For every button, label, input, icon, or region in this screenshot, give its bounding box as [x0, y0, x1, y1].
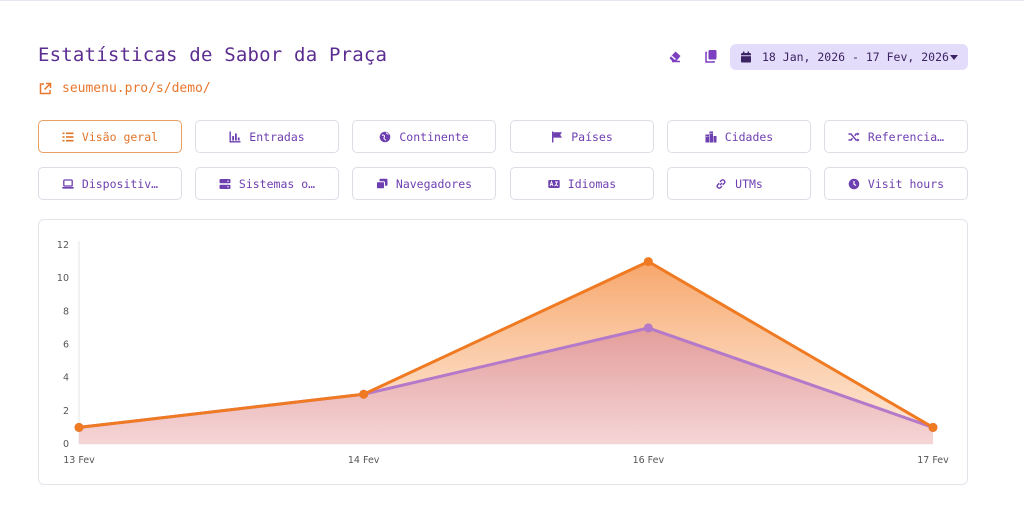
- copy-icon: [705, 50, 717, 63]
- series-orange-point[interactable]: [359, 389, 369, 399]
- tab-paises[interactable]: Países: [510, 120, 654, 153]
- language-icon: [548, 179, 560, 188]
- y-tick-label: 8: [63, 306, 69, 317]
- y-tick-label: 12: [57, 240, 69, 251]
- bar-chart-icon: [229, 131, 241, 142]
- calendar-icon: [741, 51, 751, 63]
- link-icon: [716, 178, 726, 189]
- area-chart: 0 2 4 6 8 10 12 13 Fev 14 Fev 16 Fev 17 Fev: [57, 240, 949, 466]
- series-orange-line: [78, 260, 934, 429]
- tab-visit-hours[interactable]: Visit hours: [824, 167, 968, 200]
- copy-button[interactable]: [702, 47, 720, 65]
- tab-navegadores[interactable]: Navegadores: [352, 167, 496, 200]
- y-tick-label: 4: [63, 373, 69, 384]
- tab-label: Referencia…: [867, 129, 945, 144]
- laptop-icon: [62, 178, 74, 189]
- tab-label: Visit hours: [867, 176, 945, 191]
- y-tick-label: 10: [57, 273, 69, 284]
- series-purple-area: [79, 327, 933, 444]
- series-orange-point[interactable]: [643, 257, 653, 267]
- tab-continente[interactable]: Continente: [352, 120, 496, 153]
- flag-icon: [552, 131, 563, 142]
- x-tick-label: 13 Fev: [63, 455, 95, 466]
- tab-visao-geral[interactable]: Visão geral: [38, 120, 182, 153]
- tab-referencias[interactable]: Referencia…: [824, 120, 968, 153]
- eraser-icon: [669, 51, 681, 63]
- list-icon: [62, 132, 74, 141]
- tab-label: Idiomas: [567, 176, 617, 191]
- tab-label: Sistemas o…: [238, 176, 316, 191]
- tab-entradas[interactable]: Entradas: [195, 120, 339, 153]
- page-title: Estatísticas de Sabor da Praça: [38, 44, 388, 66]
- tab-label: Visão geral: [81, 129, 159, 144]
- top-divider: [0, 0, 1024, 1]
- tab-cidades[interactable]: Cidades: [667, 120, 811, 153]
- series-purple-point[interactable]: [643, 323, 653, 333]
- clock-icon: [848, 178, 860, 189]
- date-range-text: 18 Jan, 2026 - 17 Fev, 2026: [762, 50, 949, 64]
- public-link[interactable]: seumenu.pro/s/demo/: [38, 81, 211, 96]
- tab-label: Entradas: [249, 129, 305, 144]
- public-link-text: seumenu.pro/s/demo/: [62, 81, 211, 96]
- tab-label: Navegadores: [395, 176, 473, 191]
- tab-dispositivos[interactable]: Dispositiv…: [38, 167, 182, 200]
- date-range-picker[interactable]: 18 Jan, 2026 - 17 Fev, 2026: [730, 44, 968, 70]
- chart-panel: 0 2 4 6 8 10 12 13 Fev 14 Fev 16 Fev 17 Fev: [38, 219, 968, 485]
- external-link-icon: [39, 82, 52, 94]
- tab-label: Continente: [399, 129, 469, 144]
- x-tick-label: 14 Fev: [348, 455, 380, 466]
- series-orange-point[interactable]: [74, 422, 84, 432]
- x-tick-label: 16 Fev: [633, 455, 665, 466]
- tab-label: Países: [571, 129, 613, 144]
- tab-idiomas[interactable]: Idiomas: [510, 167, 654, 200]
- chevron-down-icon: [950, 54, 958, 60]
- server-icon: [219, 178, 231, 189]
- y-tick-label: 2: [63, 406, 69, 417]
- y-tick-label: 6: [63, 340, 69, 351]
- x-tick-label: 17 Fev: [917, 455, 949, 466]
- tab-sistemas-operacionais[interactable]: Sistemas o…: [195, 167, 339, 200]
- windows-icon: [375, 178, 388, 189]
- tab-label: Dispositiv…: [81, 176, 159, 191]
- globe-icon: [380, 131, 391, 142]
- shuffle-icon: [848, 131, 860, 142]
- reset-button[interactable]: [666, 47, 684, 65]
- y-tick-label: 0: [63, 439, 69, 450]
- tab-utms[interactable]: UTMs: [667, 167, 811, 200]
- city-icon: [705, 131, 717, 142]
- tab-label: Cidades: [724, 129, 774, 144]
- series-orange-point[interactable]: [928, 422, 938, 432]
- tab-label: UTMs: [735, 176, 763, 191]
